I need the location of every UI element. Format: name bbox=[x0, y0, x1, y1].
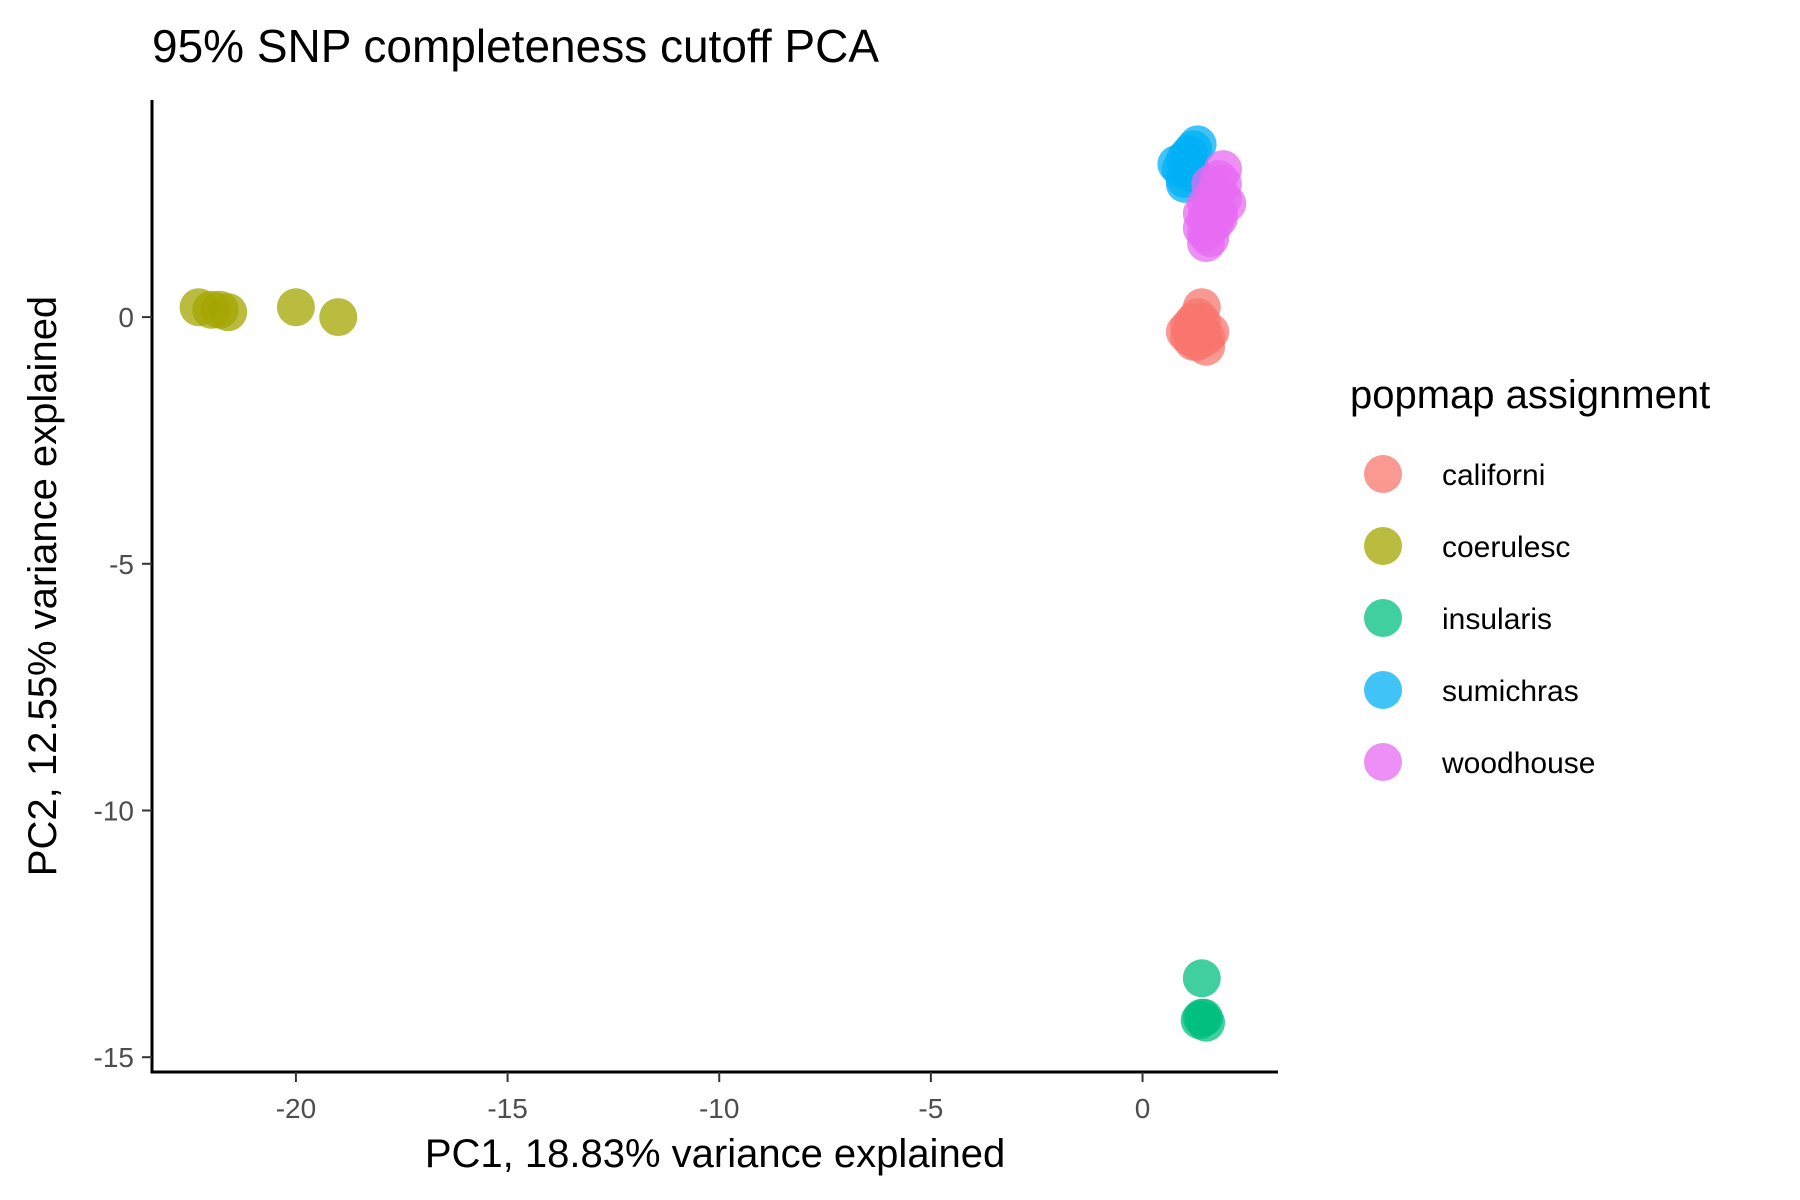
x-tick-label: 0 bbox=[1135, 1093, 1151, 1124]
data-point-insularis bbox=[1182, 959, 1221, 998]
series-woodhouse bbox=[1182, 150, 1247, 263]
legend-key-sumichras bbox=[1364, 671, 1402, 709]
legend-key-californi bbox=[1364, 455, 1402, 493]
plot-panel: -20 -15 -10 -5 0 0 -5 -10 -15 bbox=[94, 100, 1278, 1124]
legend-label-californi: californi bbox=[1442, 459, 1545, 492]
x-tick-label: -20 bbox=[276, 1093, 316, 1124]
series-coerulesc bbox=[179, 288, 358, 337]
legend-key-woodhouse bbox=[1364, 743, 1402, 781]
x-tick-label: -5 bbox=[918, 1093, 943, 1124]
y-axis-ticks: 0 -5 -10 -15 bbox=[94, 302, 152, 1073]
x-axis-ticks: -20 -15 -10 -5 0 bbox=[276, 1072, 1151, 1124]
series-californi bbox=[1165, 288, 1230, 366]
legend-key-coerulesc bbox=[1364, 527, 1402, 565]
x-axis-title: PC1, 18.83% variance explained bbox=[425, 1132, 1005, 1176]
legend-key-insularis bbox=[1364, 599, 1402, 637]
data-point-californi bbox=[1191, 312, 1230, 351]
data-point-insularis bbox=[1180, 1001, 1219, 1040]
y-tick-label: 0 bbox=[118, 302, 134, 333]
series-insularis bbox=[1180, 959, 1226, 1042]
chart-title: 95% SNP completeness cutoff PCA bbox=[152, 20, 879, 72]
y-tick-label: -5 bbox=[109, 549, 134, 580]
data-point-woodhouse bbox=[1187, 214, 1226, 253]
legend-label-coerulesc: coerulesc bbox=[1442, 531, 1570, 564]
y-tick-label: -10 bbox=[94, 795, 134, 826]
x-tick-label: -15 bbox=[487, 1093, 527, 1124]
legend-label-woodhouse: woodhouse bbox=[1441, 747, 1595, 780]
data-point-woodhouse bbox=[1203, 164, 1242, 203]
legend-title: popmap assignment bbox=[1350, 373, 1710, 417]
data-point-coerulesc bbox=[319, 298, 358, 337]
points-layer bbox=[179, 125, 1247, 1042]
y-tick-label: -15 bbox=[94, 1042, 134, 1073]
legend: popmap assignment californi coerulesc insu… bbox=[1350, 373, 1710, 781]
legend-label-sumichras: sumichras bbox=[1442, 675, 1579, 708]
data-point-coerulesc bbox=[276, 288, 315, 327]
legend-label-insularis: insularis bbox=[1442, 603, 1552, 636]
data-point-coerulesc bbox=[209, 293, 248, 332]
y-axis-title: PC2, 12.55% variance explained bbox=[21, 296, 65, 876]
x-tick-label: -10 bbox=[699, 1093, 739, 1124]
